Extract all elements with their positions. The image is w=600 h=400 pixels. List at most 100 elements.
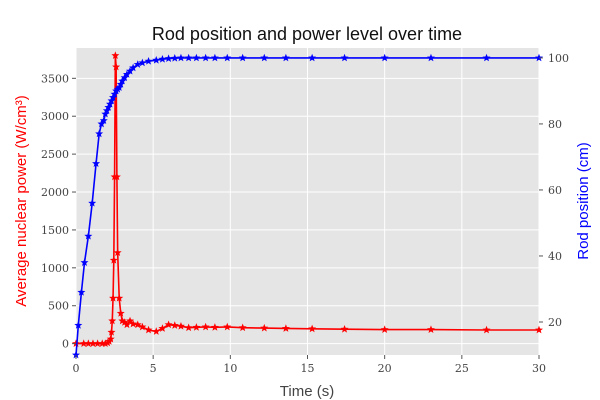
data-point-left: [98, 339, 107, 348]
tick-layer: 0 5 10 15 20 25 30 0 500 1000 1500 2000 2500 3000 3500…: [41, 52, 569, 375]
data-point-left: [308, 324, 317, 333]
data-point-left: [535, 325, 543, 334]
y-right-tick-label: 20: [548, 316, 562, 329]
data-point-right: [184, 53, 193, 62]
data-point-right: [176, 53, 185, 62]
data-point-right: [170, 54, 179, 62]
data-point-right: [84, 231, 93, 240]
series-layer: [72, 51, 543, 359]
data-point-left: [109, 293, 118, 302]
data-point-left: [152, 327, 161, 335]
data-point-left: [108, 316, 117, 325]
data-point-right: [201, 53, 210, 62]
data-point-left: [238, 323, 247, 332]
data-point-right: [158, 55, 167, 63]
data-point-right: [99, 116, 108, 125]
y-left-tick-label: 3000: [41, 110, 69, 123]
data-point-left: [192, 323, 201, 331]
data-point-left: [144, 325, 153, 334]
data-point-left: [260, 323, 269, 332]
data-point-right: [95, 129, 104, 138]
data-point-left: [93, 339, 102, 348]
data-point-right: [72, 350, 80, 359]
data-point-left: [84, 339, 93, 348]
y-right-axis-label: Rod position (cm): [575, 142, 592, 260]
x-tick-label: 15: [301, 362, 315, 375]
data-point-left: [170, 321, 179, 329]
data-point-left: [129, 319, 138, 328]
data-point-left: [210, 323, 219, 331]
data-point-left: [164, 320, 173, 329]
data-point-right: [107, 96, 116, 105]
data-point-left: [201, 322, 210, 331]
data-point-left: [79, 339, 88, 348]
data-point-left: [138, 322, 147, 331]
x-tick-label: 20: [378, 362, 392, 375]
y-right-tick-label: 100: [548, 52, 569, 65]
y-left-tick-label: 2500: [41, 148, 69, 161]
data-point-right: [138, 58, 147, 67]
data-point-right: [74, 321, 83, 329]
data-point-left: [122, 320, 131, 329]
data-point-right: [80, 258, 89, 266]
data-point-right: [192, 53, 201, 62]
y-left-axis-label: Average nuclear power (W/cm³): [13, 95, 30, 306]
data-point-right: [223, 53, 232, 62]
data-point-right: [164, 54, 173, 62]
data-point-left: [482, 325, 491, 334]
data-point-right: [109, 93, 118, 101]
x-axis-label: Time (s): [280, 383, 334, 400]
data-point-right: [115, 83, 124, 92]
data-point-right: [152, 56, 161, 64]
data-point-right: [133, 60, 142, 68]
y-right-tick-label: 80: [548, 118, 562, 131]
data-point-left: [107, 328, 116, 336]
x-tick-label: 30: [532, 362, 546, 375]
data-point-right: [101, 109, 110, 118]
data-point-right: [281, 53, 290, 62]
data-point-left: [158, 324, 167, 332]
y-left-tick-label: 500: [48, 300, 69, 313]
x-tick-label: 0: [73, 362, 80, 375]
data-point-left: [112, 172, 121, 181]
data-point-left: [126, 316, 135, 325]
data-point-right: [92, 159, 101, 167]
data-point-left: [101, 339, 110, 348]
data-point-left: [176, 322, 185, 330]
data-point-right: [77, 288, 86, 296]
data-point-left: [113, 248, 122, 257]
y-left-tick-label: 0: [62, 338, 69, 351]
data-point-left: [380, 325, 389, 333]
grid: [75, 48, 540, 355]
data-point-right: [380, 53, 389, 62]
data-point-right: [116, 80, 125, 88]
data-point-left: [88, 339, 97, 348]
y-right-tick-label: 40: [548, 250, 562, 263]
x-tick-label: 25: [455, 362, 469, 375]
data-point-right: [129, 63, 138, 72]
data-point-left: [184, 323, 193, 332]
data-point-right: [110, 90, 119, 98]
data-point-right: [88, 198, 97, 207]
data-point-right: [105, 99, 114, 108]
data-point-right: [482, 53, 491, 62]
data-point-left: [133, 320, 142, 329]
data-point-right: [238, 53, 247, 62]
y-left-tick-label: 3500: [41, 72, 69, 85]
data-point-right: [308, 53, 317, 62]
chart-title: Rod position and power level over time: [152, 24, 462, 44]
data-point-left: [118, 316, 127, 325]
y-left-tick-label: 1500: [41, 224, 69, 237]
data-point-left: [116, 309, 125, 317]
data-point-right: [260, 53, 269, 62]
x-tick-label: 5: [150, 362, 157, 375]
data-point-right: [104, 103, 113, 111]
data-point-left: [112, 62, 121, 71]
data-point-right: [340, 53, 349, 62]
y-left-tick-label: 2000: [41, 186, 69, 199]
data-point-left: [106, 334, 115, 343]
data-point-left: [111, 51, 120, 59]
data-point-right: [102, 106, 111, 115]
data-point-left: [426, 325, 435, 333]
